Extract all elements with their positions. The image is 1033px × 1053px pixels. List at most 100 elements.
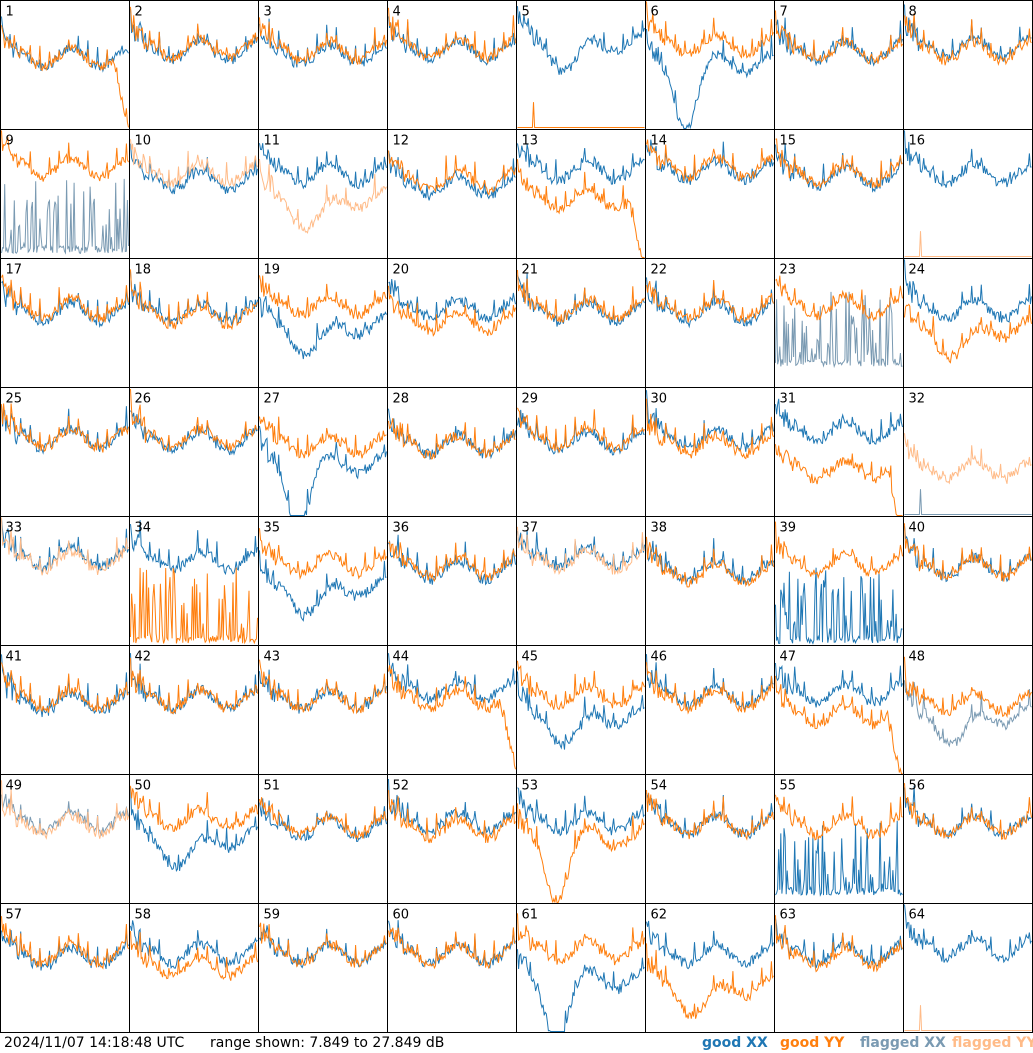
panel-28: 28 (387, 387, 517, 517)
series-xx-9 (1, 178, 129, 255)
series-xx-20 (388, 279, 516, 324)
panel-4: 4 (387, 0, 517, 130)
series-yy-28 (388, 418, 516, 460)
panel-13: 13 (516, 129, 646, 259)
series-xx-21 (517, 273, 645, 327)
series-xx-61 (517, 949, 645, 1032)
panel-label: 28 (393, 392, 410, 407)
series-yy-63 (775, 915, 903, 973)
series-yy-24 (904, 303, 1032, 364)
series-yy-7 (775, 10, 903, 65)
panel-30: 30 (645, 387, 775, 517)
series-xx-58 (130, 920, 258, 969)
series-xx-63 (775, 918, 903, 969)
panel-frame (387, 0, 517, 130)
series-yy-35 (259, 528, 387, 580)
panel-frame (645, 0, 775, 130)
series-xx-55 (775, 820, 903, 897)
panel-6: 6 (645, 0, 775, 130)
series-xx-54 (646, 792, 774, 840)
panel-14: 14 (645, 129, 775, 259)
panel-58: 58 (129, 903, 259, 1033)
panel-label: 26 (135, 392, 152, 407)
panel-20: 20 (387, 258, 517, 388)
series-yy-37 (517, 526, 645, 576)
panel-60: 60 (387, 903, 517, 1033)
panel-frame (774, 129, 904, 259)
series-yy-33 (1, 517, 129, 576)
panel-29: 29 (516, 387, 646, 517)
series-yy-46 (646, 662, 774, 715)
series-yy-59 (259, 922, 387, 968)
panel-frame (0, 903, 130, 1033)
panel-label: 41 (6, 650, 23, 665)
panel-15: 15 (774, 129, 904, 259)
panel-2: 2 (129, 0, 259, 130)
panel-62: 62 (645, 903, 775, 1033)
panel-label: 51 (264, 779, 281, 794)
panel-frame (0, 129, 130, 259)
series-yy-18 (130, 269, 258, 331)
panel-frame (258, 387, 388, 517)
timestamp: 2024/11/07 14:18:48 UTC (4, 1035, 185, 1051)
series-yy-49 (1, 780, 129, 840)
panel-label: 38 (651, 521, 668, 536)
panel-label: 36 (393, 521, 410, 536)
panel-54: 54 (645, 774, 775, 904)
panel-label: 20 (393, 263, 410, 278)
panel-label: 22 (651, 263, 668, 278)
panel-frame (387, 645, 517, 775)
panel-3: 3 (258, 0, 388, 130)
series-yy-6 (646, 1, 774, 59)
panel-40: 40 (903, 516, 1033, 646)
panel-label: 64 (909, 908, 926, 923)
panel-frame (645, 903, 775, 1033)
panel-frame (516, 387, 646, 517)
series-xx-34 (130, 520, 258, 576)
series-yy-43 (259, 659, 387, 715)
panel-label: 53 (522, 779, 539, 794)
panel-label: 19 (264, 263, 281, 278)
series-yy-38 (646, 536, 774, 588)
panel-52: 52 (387, 774, 517, 904)
panel-label: 44 (393, 650, 410, 665)
panel-10: 10 (129, 129, 259, 259)
series-xx-13 (517, 143, 645, 186)
panel-38: 38 (645, 516, 775, 646)
panel-57: 57 (0, 903, 130, 1033)
panel-frame (903, 258, 1033, 388)
panel-label: 33 (6, 521, 23, 536)
panel-label: 32 (909, 392, 926, 407)
panel-frame (516, 774, 646, 904)
series-yy-8 (904, 13, 1032, 66)
series-xx-50 (130, 786, 258, 872)
panel-24: 24 (903, 258, 1033, 388)
footer: 2024/11/07 14:18:48 UTC range shown: 7.8… (0, 1033, 1033, 1053)
panel-label: 23 (780, 263, 797, 278)
series-xx-6 (646, 28, 774, 130)
panel-frame (903, 0, 1033, 130)
panel-41: 41 (0, 645, 130, 775)
series-yy-27 (259, 416, 387, 459)
series-yy-13 (517, 159, 645, 258)
panel-19: 19 (258, 258, 388, 388)
legend-flagged-xx: flagged XX (860, 1035, 946, 1051)
series-xx-31 (775, 398, 903, 445)
panel-label: 62 (651, 908, 668, 923)
series-yy-10 (130, 139, 258, 188)
series-yy-39 (775, 521, 903, 580)
panel-frame (387, 258, 517, 388)
series-xx-64 (904, 904, 1032, 964)
panel-45: 45 (516, 645, 646, 775)
panel-frame (0, 645, 130, 775)
panel-frame (387, 387, 517, 517)
series-yy-50 (130, 785, 258, 832)
series-xx-51 (259, 798, 387, 842)
panel-36: 36 (387, 516, 517, 646)
series-yy-16 (904, 231, 1032, 257)
series-yy-51 (259, 797, 387, 841)
panel-label: 18 (135, 263, 152, 278)
panel-frame (903, 516, 1033, 646)
panel-51: 51 (258, 774, 388, 904)
panel-label: 15 (780, 134, 797, 149)
